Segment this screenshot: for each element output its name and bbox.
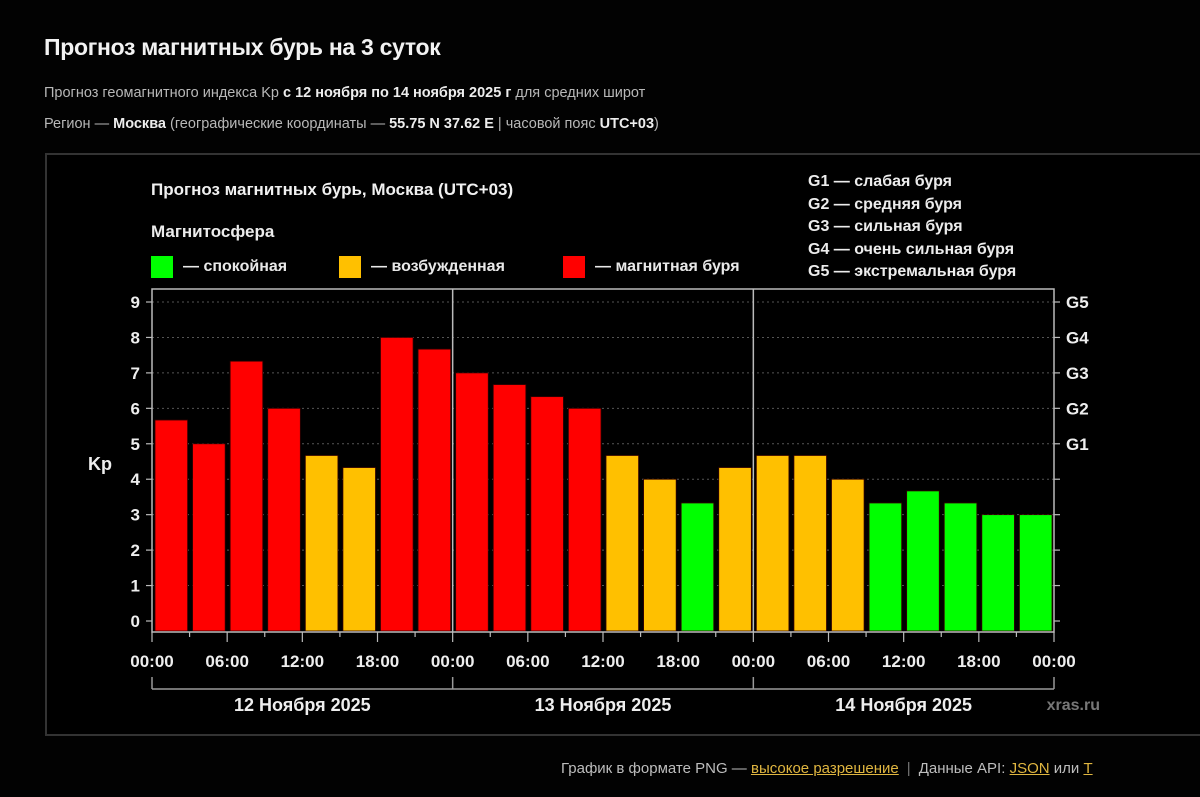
bar-calm <box>1019 514 1053 632</box>
y-tick-label: 0 <box>131 612 140 631</box>
day-label: 14 Ноября 2025 <box>835 695 972 715</box>
desc-text: Прогноз геомагнитного индекса Kp <box>44 85 283 101</box>
api-format-link[interactable]: T <box>1083 760 1093 777</box>
region-description: Регион — Москва (географические координа… <box>44 116 659 132</box>
y-tick-label: 2 <box>131 541 140 560</box>
x-tick-label: 00:00 <box>1032 652 1075 671</box>
region-name: Москва <box>113 116 166 132</box>
bar-excited <box>643 478 677 632</box>
bar-calm <box>981 514 1015 632</box>
region-label: Регион — <box>44 116 114 132</box>
y-tick-label: 1 <box>131 577 140 596</box>
legend-swatch-excited <box>339 256 361 278</box>
json-link[interactable]: JSON <box>1009 760 1050 777</box>
legend-swatch-calm <box>151 256 173 278</box>
g-tick-label: G5 <box>1066 293 1089 312</box>
bar-excited <box>718 467 752 632</box>
legend-item-storm: — магнитная буря <box>563 256 740 278</box>
footer-separator: | <box>906 760 911 777</box>
g-scale-legend: G1 — слабая буря G2 — средняя буря G3 — … <box>808 171 1016 284</box>
bar-storm <box>568 407 602 632</box>
g-scale-item: G4 — очень сильная буря <box>808 240 1015 258</box>
y-tick-label: 6 <box>131 399 140 418</box>
legend-label-calm: — спокойная <box>183 258 288 275</box>
desc-text-end: для средних широт <box>511 85 646 101</box>
y-tick-label: 7 <box>131 364 140 383</box>
day-label: 13 Ноября 2025 <box>535 695 672 715</box>
x-tick-label: 18:00 <box>957 652 1000 671</box>
x-tick-label: 12:00 <box>281 652 324 671</box>
bar-storm <box>380 337 414 632</box>
region-close: ) <box>654 116 659 132</box>
bar-excited <box>304 455 339 632</box>
g-tick-label: G3 <box>1066 364 1089 383</box>
x-tick-label: 00:00 <box>130 652 173 671</box>
bar-excited <box>605 455 639 632</box>
g-tick-label: G2 <box>1066 399 1089 418</box>
x-tick-label: 18:00 <box>356 652 399 671</box>
desc-dates: с 12 ноября по 14 ноября 2025 г <box>282 85 512 101</box>
bar-calm <box>906 490 940 632</box>
legend-item-calm: — спокойная <box>151 256 287 278</box>
coords-value: 55.75 N 37.62 E <box>389 116 494 132</box>
bar-storm <box>417 348 452 632</box>
high-resolution-link[interactable]: высокое разрешение <box>750 760 899 777</box>
page-title: Прогноз магнитных бурь на 3 суток <box>44 34 441 60</box>
bar-storm <box>492 384 527 632</box>
bar-calm <box>868 502 903 632</box>
x-tick-label: 06:00 <box>807 652 850 671</box>
legend-swatch-storm <box>563 256 585 278</box>
bar-storm <box>530 396 564 632</box>
chart-title: Прогноз магнитных бурь, Москва (UTC+03) <box>151 180 514 199</box>
footer-or-text: или <box>1049 760 1084 777</box>
bar-excited <box>755 455 790 632</box>
bar-calm <box>943 502 978 632</box>
coords-label: (географические координаты — <box>165 116 390 132</box>
x-tick-label: 00:00 <box>732 652 775 671</box>
bar-storm <box>192 443 226 632</box>
legend-item-excited: — возбужденная <box>339 256 505 278</box>
bar-storm <box>229 360 264 632</box>
tz-value: UTC+03 <box>599 116 655 132</box>
legend-label-storm: — магнитная буря <box>595 258 740 275</box>
g-scale-item: G2 — средняя буря <box>808 195 962 213</box>
y-axis-label: Kp <box>88 454 112 474</box>
legend-title: Магнитосфера <box>151 222 275 241</box>
bar-storm <box>267 407 301 632</box>
watermark: xras.ru <box>1047 697 1100 714</box>
bar-excited <box>793 455 827 632</box>
x-tick-label: 12:00 <box>581 652 624 671</box>
legend-label-excited: — возбужденная <box>371 258 505 275</box>
y-tick-label: 5 <box>131 435 140 454</box>
bar-storm <box>154 419 188 632</box>
g-scale-item: G1 — слабая буря <box>808 173 953 190</box>
footer-api-text: Данные API: <box>918 760 1010 777</box>
y-tick-label: 4 <box>131 470 141 489</box>
forecast-description: Прогноз геомагнитного индекса Kp с 12 но… <box>44 85 645 101</box>
g-scale-item: G3 — сильная буря <box>808 218 963 235</box>
g-tick-label: G4 <box>1066 328 1089 347</box>
bar-excited <box>831 478 865 632</box>
g-tick-label: G1 <box>1066 435 1089 454</box>
bar-excited <box>342 467 376 632</box>
bar-storm <box>455 372 489 632</box>
x-tick-label: 06:00 <box>205 652 248 671</box>
y-tick-label: 9 <box>131 293 140 312</box>
day-label: 12 Ноября 2025 <box>234 695 371 715</box>
bar-calm <box>680 502 715 632</box>
g-scale-item: G5 — экстремальная буря <box>808 263 1017 280</box>
tz-label: | часовой пояс <box>493 116 600 132</box>
footer-png-text: График в формате PNG — <box>561 760 751 777</box>
x-tick-label: 00:00 <box>431 652 474 671</box>
x-tick-label: 18:00 <box>656 652 699 671</box>
x-tick-label: 12:00 <box>882 652 925 671</box>
y-tick-label: 8 <box>131 328 140 347</box>
y-tick-label: 3 <box>131 506 140 525</box>
x-tick-label: 06:00 <box>506 652 549 671</box>
footer: График в формате PNG — высокое разрешени… <box>561 760 1093 777</box>
